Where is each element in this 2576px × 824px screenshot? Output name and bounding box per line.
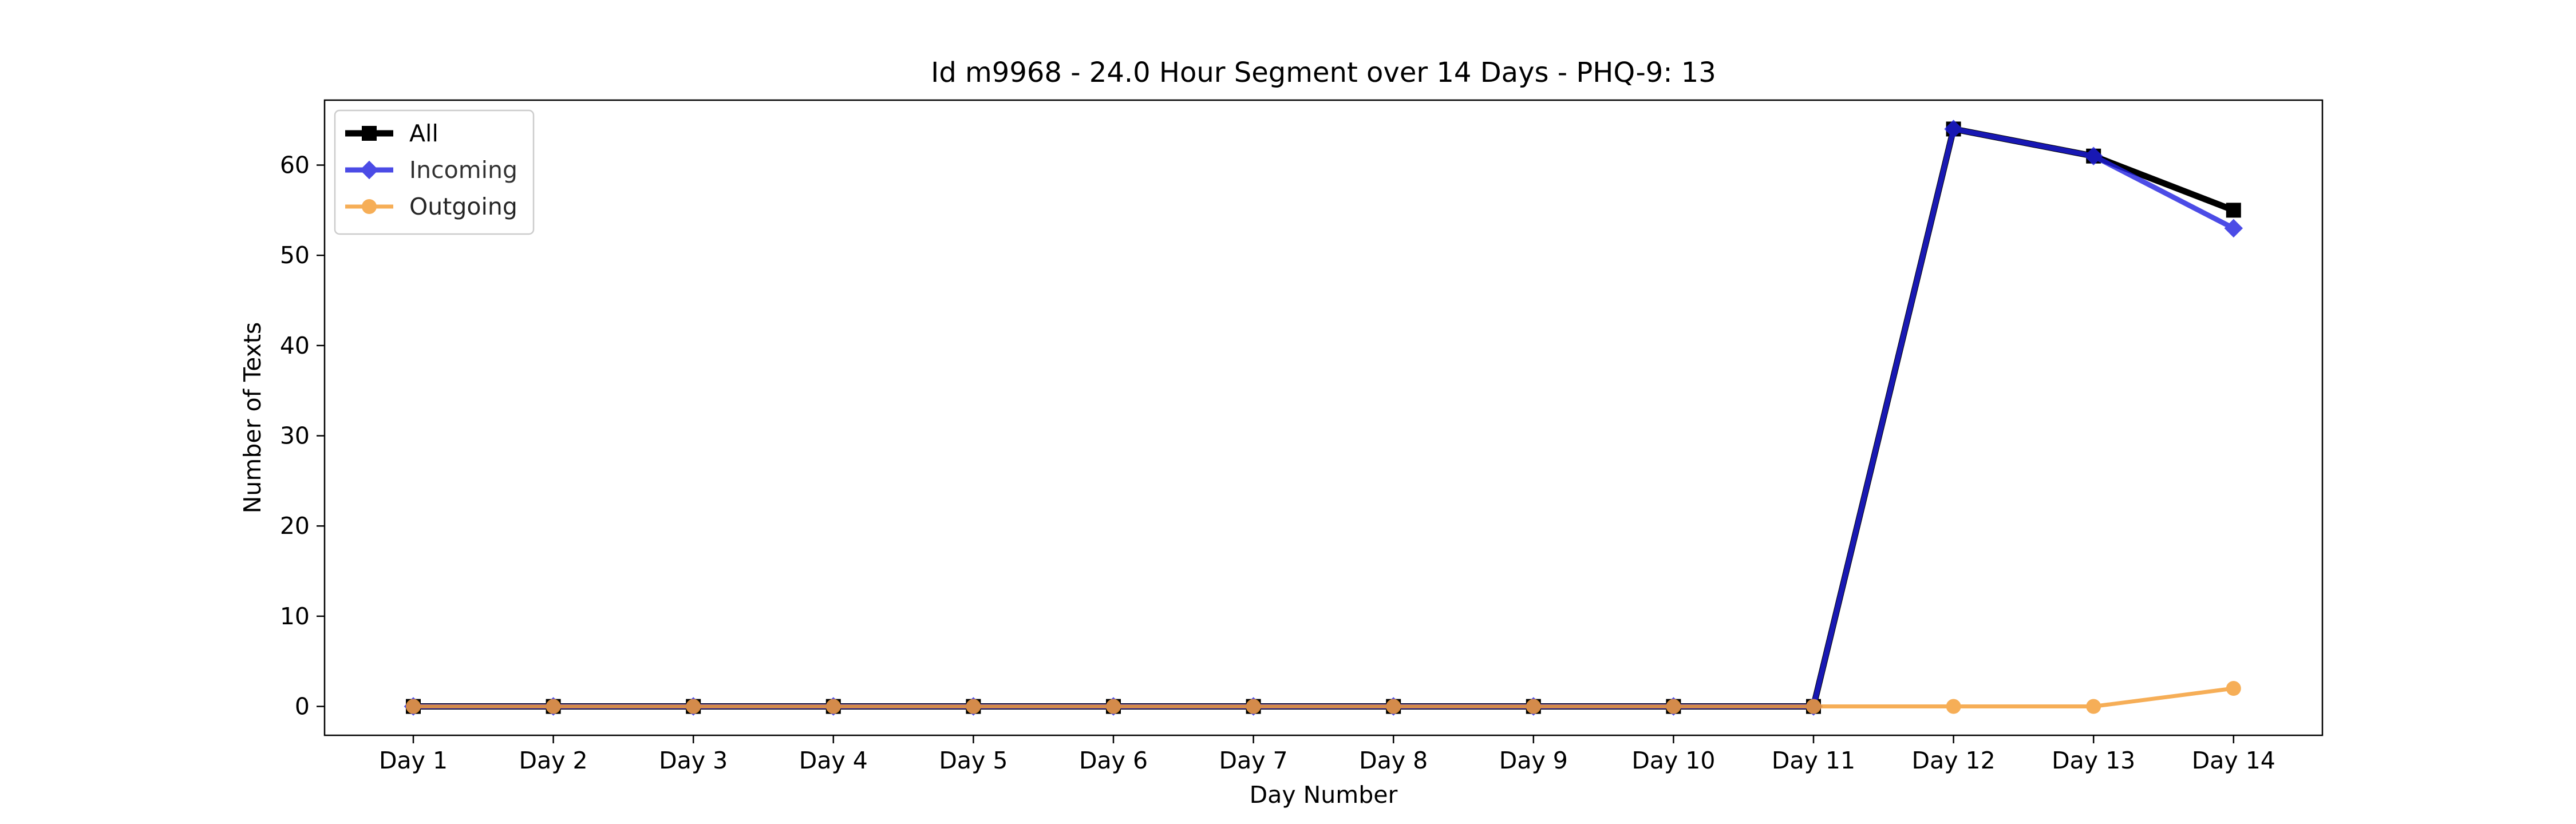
legend-marker-incoming xyxy=(359,160,379,180)
x-tick-label-day-11: Day 11 xyxy=(1772,747,1855,774)
point-outgoing-day-10 xyxy=(1666,699,1681,714)
x-tick-label-day-8: Day 8 xyxy=(1359,747,1428,774)
x-tick-label-day-9: Day 9 xyxy=(1499,747,1568,774)
y-axis-label: Number of Texts xyxy=(239,322,266,514)
y-tick-label-30: 30 xyxy=(280,422,310,450)
x-tick-label-day-3: Day 3 xyxy=(659,747,728,774)
point-outgoing-day-7 xyxy=(1246,699,1261,714)
x-tick-label-day-5: Day 5 xyxy=(939,747,1008,774)
point-all-day-14 xyxy=(2226,203,2241,218)
y-tick-label-50: 50 xyxy=(280,241,310,269)
y-tick-label-60: 60 xyxy=(280,152,310,179)
x-tick-label-day-1: Day 1 xyxy=(379,747,448,774)
x-axis: Day 1 Day 2 Day 3 Day 4 Day 5 Day 6 Day 7 Day 8… xyxy=(379,735,2275,774)
plot-area xyxy=(404,120,2243,716)
point-outgoing-day-3 xyxy=(686,699,701,714)
point-incoming-day-12 xyxy=(1944,120,1963,138)
legend-label-outgoing: Outgoing xyxy=(409,193,517,220)
legend-item-outgoing: Outgoing xyxy=(345,193,517,220)
legend-box xyxy=(334,109,535,235)
x-tick-label-day-13: Day 13 xyxy=(2052,747,2135,774)
x-tick-label-day-14: Day 14 xyxy=(2192,747,2275,774)
point-outgoing-day-11 xyxy=(1806,699,1821,714)
point-incoming-day-14 xyxy=(2224,219,2243,238)
legend-marker-all xyxy=(362,126,377,141)
legend-marker-outgoing xyxy=(362,199,377,214)
series-line-outgoing xyxy=(411,686,2236,709)
legend-label-incoming: Incoming xyxy=(409,156,517,184)
plot-frame xyxy=(323,99,2324,736)
x-axis-label: Day Number xyxy=(1250,781,1398,809)
point-outgoing-day-1 xyxy=(406,699,421,714)
series-all xyxy=(406,121,2241,714)
point-outgoing-day-9 xyxy=(1526,699,1541,714)
point-outgoing-day-2 xyxy=(546,699,561,714)
chart-title: Id m9968 - 24.0 Hour Segment over 14 Day… xyxy=(931,57,1716,89)
series-outgoing xyxy=(406,681,2241,714)
y-tick-label-10: 10 xyxy=(280,603,310,630)
legend-item-all: All xyxy=(345,120,438,147)
series-line-all xyxy=(410,125,2237,710)
x-tick-label-day-6: Day 6 xyxy=(1079,747,1148,774)
point-outgoing-day-6 xyxy=(1106,699,1121,714)
legend-item-incoming: Incoming xyxy=(345,156,517,184)
x-tick-label-day-4: Day 4 xyxy=(799,747,868,774)
y-tick-label-40: 40 xyxy=(280,332,310,359)
y-tick-label-20: 20 xyxy=(280,512,310,540)
point-outgoing-day-14 xyxy=(2226,681,2241,696)
legend: All Incoming Outgoing xyxy=(334,109,535,235)
point-outgoing-day-12 xyxy=(1946,699,1961,714)
point-outgoing-day-4 xyxy=(825,699,841,714)
point-outgoing-day-5 xyxy=(966,699,981,714)
y-axis: 0 10 20 30 40 50 60 xyxy=(280,152,325,720)
point-outgoing-day-13 xyxy=(2086,699,2101,714)
series-line-incoming xyxy=(410,126,2237,710)
y-tick-label-0: 0 xyxy=(295,693,310,720)
x-tick-label-day-2: Day 2 xyxy=(519,747,588,774)
x-tick-label-day-12: Day 12 xyxy=(1912,747,1996,774)
series-incoming xyxy=(404,120,2243,716)
legend-label-all: All xyxy=(409,120,438,147)
point-incoming-day-13 xyxy=(2084,146,2103,166)
x-tick-label-day-10: Day 10 xyxy=(1631,747,1715,774)
point-outgoing-day-8 xyxy=(1386,699,1401,714)
x-tick-label-day-7: Day 7 xyxy=(1219,747,1288,774)
